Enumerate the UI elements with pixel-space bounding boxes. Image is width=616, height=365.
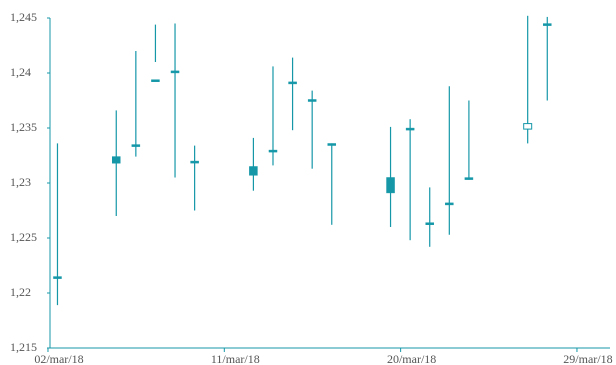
candle-body [386, 177, 395, 194]
candle-body [249, 166, 258, 176]
candle-body [53, 276, 62, 279]
candle-body [131, 144, 141, 147]
candle-body [464, 177, 474, 180]
candle-body [445, 202, 454, 206]
candle-body [151, 79, 160, 82]
candle-body [288, 81, 297, 85]
candle-body [307, 99, 317, 102]
candle-body [523, 123, 533, 130]
y-tick-label: 1,22 [10, 285, 31, 299]
candle-body [425, 222, 434, 225]
y-tick-label: 1,235 [10, 120, 37, 134]
candle-body [543, 23, 552, 26]
y-tick-label: 1,215 [10, 340, 37, 354]
y-tick-label: 1,245 [10, 10, 37, 24]
x-tick-label: 20/mar/18 [387, 352, 436, 365]
candle-body [268, 149, 278, 153]
y-tick-label: 1,24 [10, 65, 31, 79]
candle-body [170, 70, 180, 74]
y-tick-label: 1,225 [10, 230, 37, 244]
candle-body [327, 143, 337, 146]
y-tick-label: 1,23 [10, 175, 31, 189]
x-tick-label: 11/mar/18 [211, 352, 260, 365]
candle-body [112, 156, 121, 164]
x-tick-label: 02/mar/18 [34, 352, 83, 365]
candle-body [405, 127, 415, 131]
candle-body [190, 160, 199, 164]
x-tick-label: 29/mar/18 [563, 352, 612, 365]
